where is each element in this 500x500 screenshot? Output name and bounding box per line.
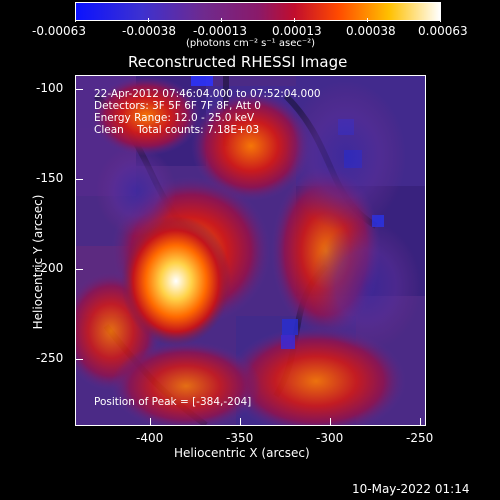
colorbar-tick-label: 0.00013: [272, 24, 322, 38]
y-tick-label: -100: [36, 81, 64, 95]
annotation-detectors: Detectors: 3F 5F 6F 7F 8F, Att 0: [94, 100, 261, 112]
colorbar-tick-label: -0.00038: [122, 24, 176, 38]
x-tick-label: -350: [226, 431, 254, 445]
x-tick-label: -300: [316, 431, 344, 445]
x-axis-label: Heliocentric X (arcsec): [174, 446, 310, 460]
colorbar-gradient: [76, 3, 440, 20]
x-tick-label: -400: [136, 431, 164, 445]
colorbar-tick-label: -0.00063: [32, 24, 86, 38]
footer-timestamp: 10-May-2022 01:14: [352, 482, 470, 496]
x-tick-label: -250: [406, 431, 434, 445]
colorbar-tick-label: 0.00063: [418, 24, 468, 38]
annotation-clean-counts: Clean Total counts: 7.18E+03: [94, 124, 260, 136]
annotation-peak-position: Position of Peak = [-384,-204]: [94, 396, 252, 408]
colorbar-units: (photons cm⁻² s⁻¹ asec⁻²): [186, 38, 316, 49]
y-tick-label: -200: [36, 261, 64, 275]
y-axis-label: Heliocentric Y (arcsec): [31, 194, 45, 330]
annotation-energy-range: Energy Range: 12.0 - 25.0 keV: [94, 112, 255, 124]
colorbar: [75, 2, 441, 21]
y-tick-label: -150: [36, 171, 64, 185]
rhessi-image: [75, 75, 426, 426]
plot-title: Reconstructed RHESSI Image: [128, 53, 348, 71]
colorbar-ticks: [75, 18, 441, 22]
y-tick-label: -250: [36, 351, 64, 365]
annotation-time-range: 22-Apr-2012 07:46:04.000 to 07:52:04.000: [94, 88, 321, 100]
colorbar-tick-label: -0.00013: [193, 24, 247, 38]
colorbar-tick-label: 0.00038: [346, 24, 396, 38]
rhessi-heatmap: [76, 76, 425, 425]
